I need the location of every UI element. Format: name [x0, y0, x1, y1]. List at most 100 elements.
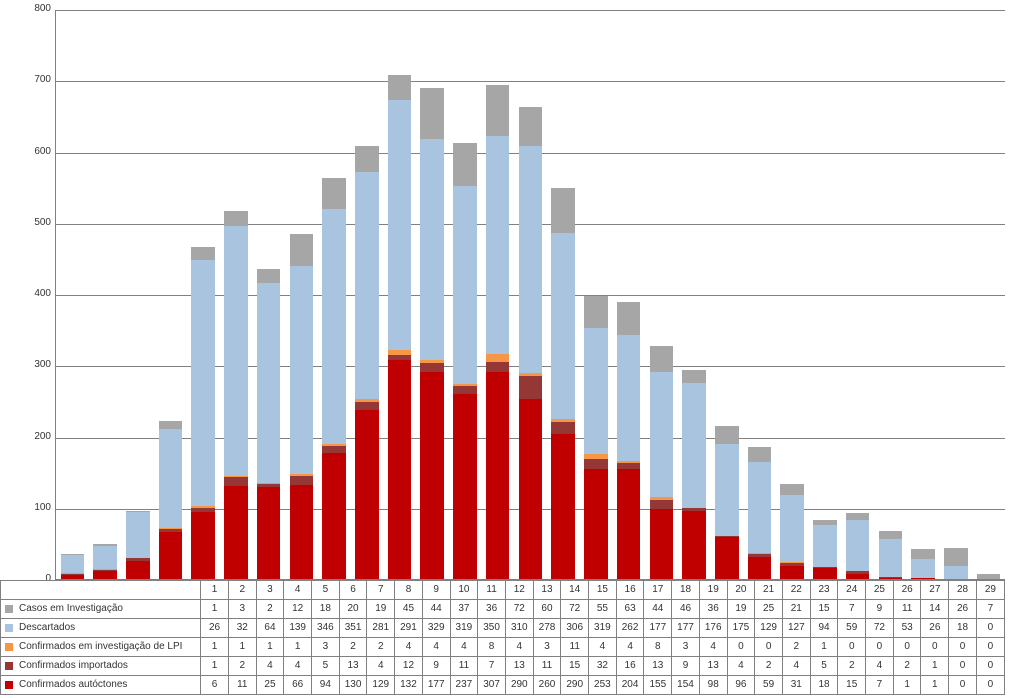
bar-segment-descartados [453, 186, 477, 384]
data-cell: 15 [561, 657, 589, 676]
data-cell: 4 [616, 638, 644, 657]
stacked-bar [551, 188, 575, 579]
y-tick-label: 100 [6, 502, 51, 513]
bar-segment-descartados [322, 209, 346, 443]
bar-segment-casos-investigacao [159, 421, 183, 430]
x-tick-label: 7 [367, 581, 395, 600]
y-tick-label: 600 [6, 146, 51, 157]
bar-segment-descartados [224, 226, 248, 476]
stacked-bar [715, 426, 739, 579]
data-cell: 4 [284, 657, 312, 676]
data-cell: 0 [866, 638, 894, 657]
data-cell: 11 [561, 638, 589, 657]
data-cell: 1 [201, 600, 229, 619]
data-cell: 13 [505, 657, 533, 676]
data-cell: 0 [976, 619, 1004, 638]
data-cell: 12 [395, 657, 423, 676]
bar-segment-casos-investigacao [617, 302, 641, 335]
x-tick-label: 14 [561, 581, 589, 600]
data-cell: 59 [755, 676, 783, 695]
x-tick-label: 16 [616, 581, 644, 600]
bar-segment-casos-investigacao [257, 269, 281, 283]
data-cell: 306 [561, 619, 589, 638]
stacked-bar [486, 85, 510, 579]
bar-segment-casos-investigacao [453, 143, 477, 186]
chart-wrap: Casos 0100200300400500600700800 12345678… [0, 0, 1017, 698]
series-label-text: Descartados [19, 622, 75, 633]
bar-segment-confirmados-importados [420, 363, 444, 372]
x-tick-label: 5 [312, 581, 340, 600]
data-cell: 5 [810, 657, 838, 676]
x-tick-label: 23 [810, 581, 838, 600]
data-cell: 291 [395, 619, 423, 638]
data-cell: 2 [893, 657, 921, 676]
data-cell: 319 [450, 619, 478, 638]
data-cell: 237 [450, 676, 478, 695]
data-cell: 12 [284, 600, 312, 619]
data-cell: 19 [727, 600, 755, 619]
data-cell: 4 [699, 638, 727, 657]
data-cell: 2 [367, 638, 395, 657]
bar-slot [743, 10, 776, 579]
data-cell: 0 [727, 638, 755, 657]
table-header-row: 1234567891011121314151617181920212223242… [1, 581, 1005, 600]
y-tick-label: 500 [6, 217, 51, 228]
data-cell: 60 [533, 600, 561, 619]
bar-segment-confirmados-autoctones [453, 394, 477, 579]
bar-segment-casos-investigacao [715, 426, 739, 444]
x-tick-label: 27 [921, 581, 949, 600]
data-cell: 351 [339, 619, 367, 638]
bar-slot [56, 10, 89, 579]
x-tick-label: 10 [450, 581, 478, 600]
bar-segment-confirmados-importados [355, 402, 379, 410]
bar-slot [154, 10, 187, 579]
data-cell: 139 [284, 619, 312, 638]
bar-segment-confirmados-autoctones [93, 571, 117, 579]
bar-segment-casos-investigacao [944, 548, 968, 567]
data-cell: 129 [367, 676, 395, 695]
bar-segment-descartados [388, 100, 412, 349]
data-cell: 1 [921, 676, 949, 695]
bar-segment-confirmados-autoctones [584, 469, 608, 579]
data-cell: 18 [810, 676, 838, 695]
data-cell: 72 [866, 619, 894, 638]
bar-segment-descartados [257, 283, 281, 483]
bar-segment-descartados [911, 559, 935, 578]
bar-segment-descartados [126, 512, 150, 558]
data-cell: 2 [228, 657, 256, 676]
bar-slot [481, 10, 514, 579]
bar-segment-descartados [93, 546, 117, 569]
data-cell: 21 [782, 600, 810, 619]
bar-segment-confirmados-autoctones [355, 410, 379, 579]
data-cell: 9 [672, 657, 700, 676]
bar-slot [547, 10, 580, 579]
data-cell: 94 [810, 619, 838, 638]
data-cell: 0 [949, 676, 977, 695]
data-cell: 59 [838, 619, 866, 638]
bar-segment-casos-investigacao [486, 85, 510, 136]
bar-slot [612, 10, 645, 579]
bar-segment-descartados [715, 444, 739, 536]
legend-swatch [5, 643, 13, 651]
stacked-bar [453, 143, 477, 579]
data-cell: 2 [339, 638, 367, 657]
bar-segment-descartados [551, 233, 575, 420]
x-tick-label: 8 [395, 581, 423, 600]
table-row: Casos em Investigação1321218201945443736… [1, 600, 1005, 619]
stacked-bar [911, 549, 935, 579]
legend-swatch [5, 624, 13, 632]
y-tick-label: 200 [6, 431, 51, 442]
bar-slot [252, 10, 285, 579]
data-cell: 64 [256, 619, 284, 638]
data-cell: 8 [644, 638, 672, 657]
table-row: Confirmados autóctones611256694130129132… [1, 676, 1005, 695]
bar-slot [580, 10, 613, 579]
data-cell: 13 [644, 657, 672, 676]
bar-segment-confirmados-autoctones [617, 469, 641, 579]
series-label-text: Casos em Investigação [19, 603, 123, 614]
bar-segment-casos-investigacao [879, 531, 903, 539]
bar-segment-casos-investigacao [780, 484, 804, 495]
data-cell: 53 [893, 619, 921, 638]
data-cell: 72 [561, 600, 589, 619]
data-cell: 7 [976, 600, 1004, 619]
